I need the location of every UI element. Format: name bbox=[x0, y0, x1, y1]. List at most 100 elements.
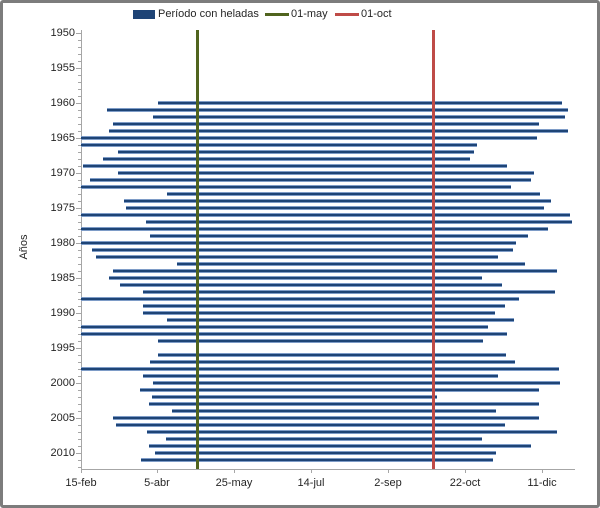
y-tick bbox=[76, 208, 81, 209]
x-tick-label: 11-dic bbox=[527, 477, 557, 489]
y-tick bbox=[78, 411, 81, 412]
bar-2001 bbox=[140, 388, 539, 392]
x-tick-label: 22-oct bbox=[449, 477, 481, 489]
bar-1966 bbox=[81, 143, 477, 147]
y-tick bbox=[76, 348, 81, 349]
bar-1997 bbox=[150, 360, 515, 364]
y-tick bbox=[78, 124, 81, 125]
y-tick bbox=[78, 446, 81, 447]
y-tick-label: 1985 bbox=[50, 272, 75, 284]
y-tick bbox=[78, 54, 81, 55]
y-tick bbox=[78, 96, 81, 97]
bar-1993 bbox=[81, 332, 507, 336]
y-tick bbox=[76, 173, 81, 174]
y-tick-label: 1975 bbox=[50, 202, 75, 214]
x-tick-label: 2-sep bbox=[374, 477, 402, 489]
bar-1961 bbox=[107, 108, 568, 112]
bar-2009 bbox=[149, 444, 531, 448]
y-tick bbox=[78, 222, 81, 223]
legend-bar-swatch bbox=[133, 9, 155, 19]
y-tick bbox=[78, 439, 81, 440]
bar-1972 bbox=[81, 185, 511, 189]
y-tick bbox=[78, 236, 81, 237]
y-tick bbox=[78, 327, 81, 328]
x-axis-line bbox=[81, 469, 575, 470]
y-tick-label: 1970 bbox=[50, 167, 75, 179]
plot-canvas: Período con heladas 01-may 01-oct Años 1… bbox=[3, 3, 597, 505]
x-tick-label: 5-abr bbox=[144, 477, 170, 489]
x-tick bbox=[234, 469, 235, 473]
bar-2006 bbox=[116, 423, 505, 427]
bar-1982 bbox=[96, 255, 498, 259]
bar-1983 bbox=[177, 262, 525, 266]
y-tick bbox=[78, 299, 81, 300]
legend-item-01may: 01-may bbox=[265, 8, 328, 20]
y-tick-label: 1965 bbox=[50, 132, 75, 144]
y-tick bbox=[78, 341, 81, 342]
y-tick bbox=[78, 166, 81, 167]
x-tick-label: 25-may bbox=[215, 477, 253, 489]
y-tick bbox=[78, 397, 81, 398]
y-tick bbox=[78, 257, 81, 258]
bar-1984 bbox=[113, 269, 557, 273]
y-tick bbox=[78, 376, 81, 377]
y-tick bbox=[76, 418, 81, 419]
y-tick bbox=[78, 285, 81, 286]
y-tick-label: 1995 bbox=[50, 342, 75, 354]
bar-2008 bbox=[166, 437, 482, 441]
y-tick bbox=[76, 453, 81, 454]
bar-1978 bbox=[81, 227, 548, 231]
y-tick bbox=[78, 250, 81, 251]
y-tick bbox=[78, 425, 81, 426]
y-tick-label: 1990 bbox=[50, 307, 75, 319]
y-tick bbox=[76, 103, 81, 104]
bar-1960 bbox=[158, 101, 562, 105]
y-tick bbox=[76, 278, 81, 279]
y-tick bbox=[78, 432, 81, 433]
y-tick bbox=[78, 40, 81, 41]
y-tick-label: 1950 bbox=[50, 27, 75, 39]
refline-01-oct bbox=[432, 30, 435, 469]
legend-label: 01-may bbox=[291, 8, 328, 20]
y-tick bbox=[78, 215, 81, 216]
x-tick bbox=[388, 469, 389, 473]
y-tick-label: 2000 bbox=[50, 377, 75, 389]
y-tick bbox=[78, 390, 81, 391]
y-tick bbox=[78, 187, 81, 188]
bar-1999 bbox=[143, 374, 498, 378]
legend-item-heladas: Período con heladas bbox=[133, 8, 259, 20]
y-tick-label: 1960 bbox=[50, 97, 75, 109]
bar-1971 bbox=[90, 178, 531, 182]
x-tick bbox=[465, 469, 466, 473]
y-tick bbox=[76, 243, 81, 244]
bar-1977 bbox=[146, 220, 572, 224]
bar-2010 bbox=[155, 451, 496, 455]
bar-1969 bbox=[83, 164, 507, 168]
bar-1970 bbox=[118, 171, 534, 175]
x-tick-label: 15-feb bbox=[65, 477, 97, 489]
bar-2004 bbox=[172, 409, 496, 413]
y-tick bbox=[78, 152, 81, 153]
y-tick bbox=[78, 194, 81, 195]
bar-1986 bbox=[120, 283, 502, 287]
y-tick bbox=[76, 313, 81, 314]
x-tick bbox=[311, 469, 312, 473]
bar-1979 bbox=[150, 234, 528, 238]
y-tick bbox=[78, 271, 81, 272]
y-axis-line bbox=[81, 30, 82, 469]
y-tick-label: 2010 bbox=[50, 447, 75, 459]
bar-2002 bbox=[152, 395, 437, 399]
y-tick bbox=[76, 68, 81, 69]
bar-1976 bbox=[81, 213, 570, 217]
legend-line-swatch-oct bbox=[335, 12, 359, 16]
y-tick bbox=[78, 131, 81, 132]
y-tick bbox=[78, 460, 81, 461]
bar-1981 bbox=[92, 248, 513, 252]
bar-2005 bbox=[113, 416, 539, 420]
y-axis-title: Años bbox=[18, 234, 30, 260]
bar-2000 bbox=[153, 381, 560, 385]
y-tick bbox=[78, 264, 81, 265]
x-tick bbox=[157, 469, 158, 473]
y-tick bbox=[78, 369, 81, 370]
